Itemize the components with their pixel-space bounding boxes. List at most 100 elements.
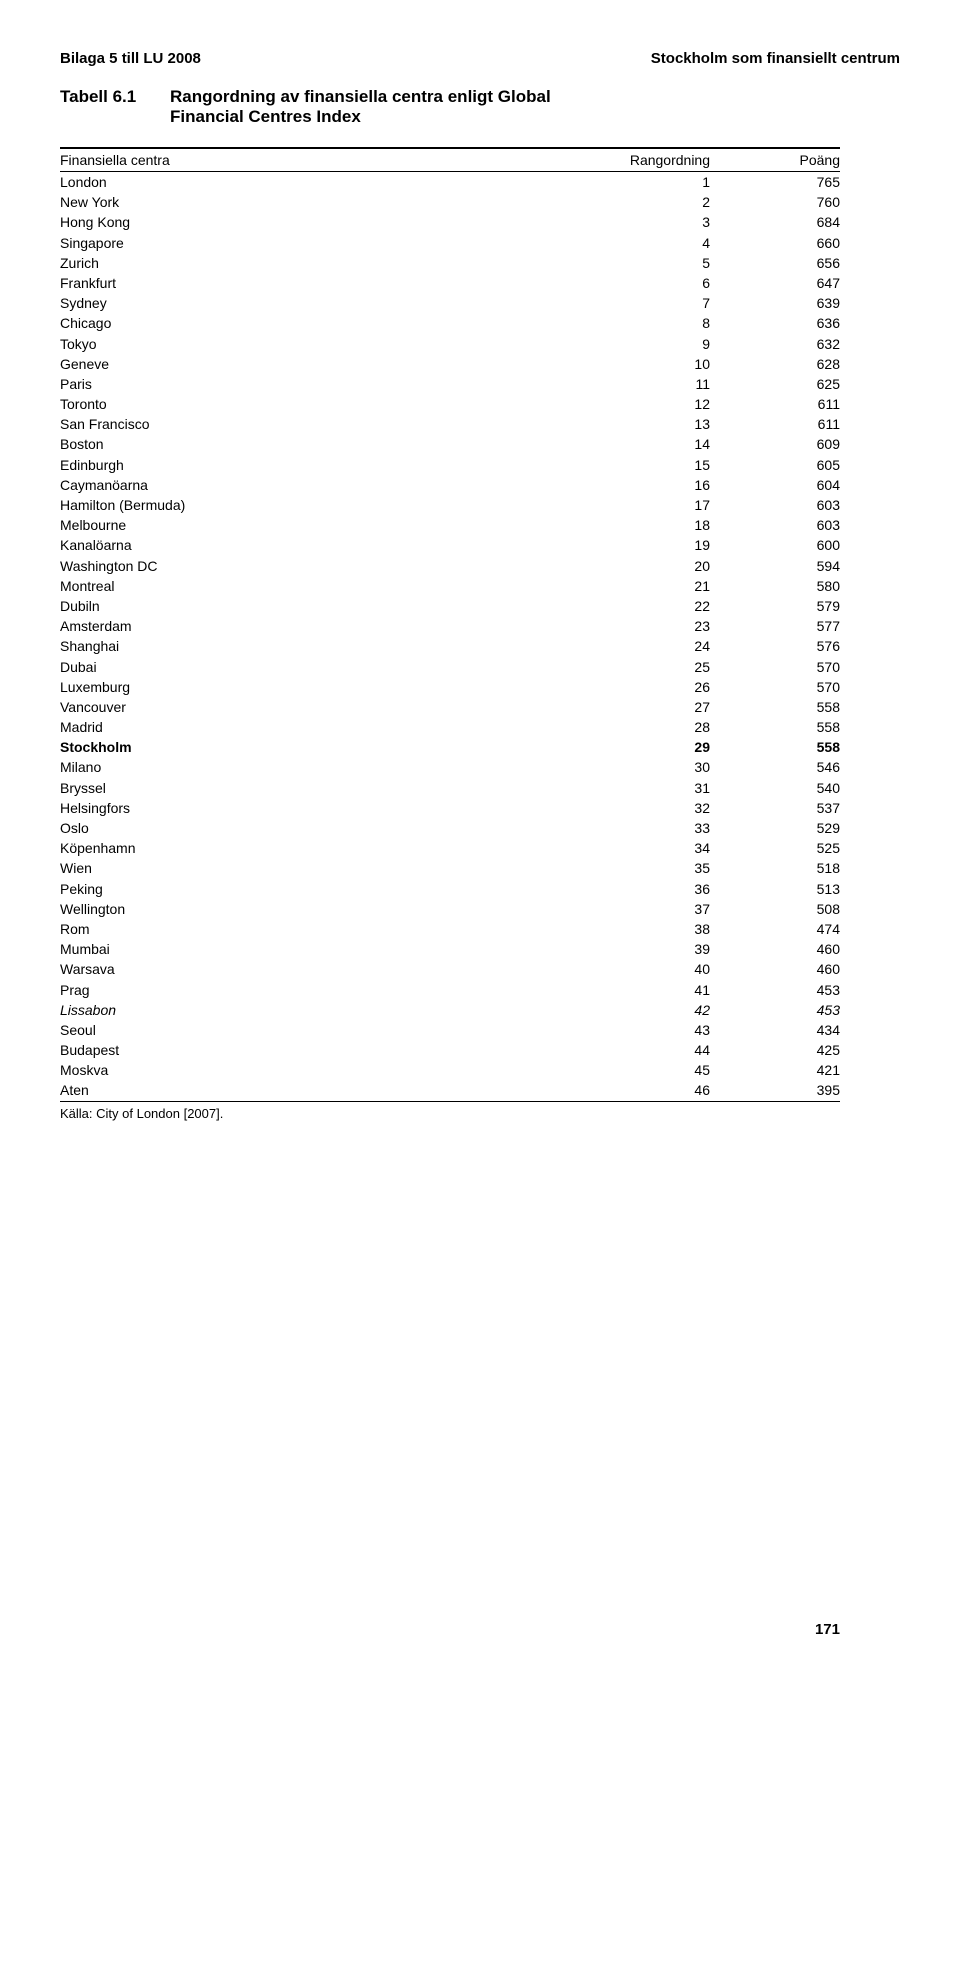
cell-score: 628 [710,354,840,374]
cell-rank: 42 [580,1000,710,1020]
cell-name: Prag [60,980,580,1000]
cell-name: Montreal [60,576,580,596]
cell-rank: 43 [580,1020,710,1040]
table-row: Lissabon42453 [60,1000,840,1020]
cell-score: 558 [710,717,840,737]
cell-score: 576 [710,636,840,656]
page-number: 171 [60,1621,840,1638]
table-row: Prag41453 [60,980,840,1000]
table-row: Bryssel31540 [60,778,840,798]
cell-name: Kanalöarna [60,535,580,555]
table-row: Hong Kong3684 [60,212,840,232]
cell-name: Hong Kong [60,212,580,232]
cell-name: Luxemburg [60,677,580,697]
cell-score: 518 [710,858,840,878]
cell-score: 760 [710,192,840,212]
cell-rank: 39 [580,939,710,959]
rankings-table: Finansiella centra Rangordning Poäng Lon… [60,147,840,1102]
cell-rank: 44 [580,1040,710,1060]
cell-name: Oslo [60,818,580,838]
cell-score: 579 [710,596,840,616]
cell-score: 546 [710,757,840,777]
cell-rank: 13 [580,414,710,434]
cell-rank: 8 [580,313,710,333]
cell-rank: 16 [580,475,710,495]
cell-score: 577 [710,616,840,636]
table-row: Wien35518 [60,858,840,878]
cell-name: Tokyo [60,334,580,354]
cell-score: 540 [710,778,840,798]
cell-score: 525 [710,838,840,858]
cell-rank: 20 [580,556,710,576]
cell-score: 529 [710,818,840,838]
table-row: Budapest44425 [60,1040,840,1060]
cell-score: 474 [710,919,840,939]
table-row: Oslo33529 [60,818,840,838]
cell-rank: 4 [580,233,710,253]
cell-rank: 26 [580,677,710,697]
cell-name: Aten [60,1080,580,1101]
page-header: Bilaga 5 till LU 2008 Stockholm som fina… [60,50,900,67]
table-row: San Francisco13611 [60,414,840,434]
cell-rank: 45 [580,1060,710,1080]
cell-score: 605 [710,455,840,475]
table-row: Paris11625 [60,374,840,394]
cell-rank: 6 [580,273,710,293]
table-row: Tokyo9632 [60,334,840,354]
cell-rank: 35 [580,858,710,878]
cell-name: Boston [60,434,580,454]
table-row: Montreal21580 [60,576,840,596]
cell-name: Helsingfors [60,798,580,818]
cell-score: 603 [710,495,840,515]
cell-name: Washington DC [60,556,580,576]
table-row: Dubai25570 [60,657,840,677]
cell-rank: 46 [580,1080,710,1101]
cell-name: Shanghai [60,636,580,656]
table-row: Shanghai24576 [60,636,840,656]
cell-score: 425 [710,1040,840,1060]
cell-score: 537 [710,798,840,818]
cell-rank: 12 [580,394,710,414]
cell-name: Melbourne [60,515,580,535]
cell-rank: 22 [580,596,710,616]
cell-name: Milano [60,757,580,777]
cell-rank: 14 [580,434,710,454]
cell-rank: 34 [580,838,710,858]
cell-rank: 5 [580,253,710,273]
table-row: Zurich5656 [60,253,840,273]
cell-name: Amsterdam [60,616,580,636]
cell-name: Wien [60,858,580,878]
cell-rank: 31 [580,778,710,798]
header-right: Stockholm som finansiellt centrum [651,50,900,67]
cell-rank: 28 [580,717,710,737]
cell-rank: 21 [580,576,710,596]
cell-name: Rom [60,919,580,939]
cell-rank: 15 [580,455,710,475]
cell-score: 684 [710,212,840,232]
table-row: Madrid28558 [60,717,840,737]
cell-rank: 40 [580,959,710,979]
table-row: Rom38474 [60,919,840,939]
cell-score: 636 [710,313,840,333]
cell-score: 558 [710,697,840,717]
table-row: Dubiln22579 [60,596,840,616]
cell-score: 558 [710,737,840,757]
table-row: Hamilton (Bermuda)17603 [60,495,840,515]
cell-rank: 1 [580,172,710,193]
cell-name: Bryssel [60,778,580,798]
cell-score: 600 [710,535,840,555]
cell-rank: 10 [580,354,710,374]
cell-rank: 41 [580,980,710,1000]
table-title: Rangordning av finansiella centra enligt… [170,87,551,127]
cell-score: 765 [710,172,840,193]
cell-name: Budapest [60,1040,580,1060]
col-header-name: Finansiella centra [60,148,580,172]
cell-score: 656 [710,253,840,273]
cell-rank: 30 [580,757,710,777]
table-row: Warsava40460 [60,959,840,979]
table-header-row: Finansiella centra Rangordning Poäng [60,148,840,172]
table-row: Wellington37508 [60,899,840,919]
cell-score: 570 [710,657,840,677]
cell-rank: 25 [580,657,710,677]
cell-rank: 36 [580,879,710,899]
